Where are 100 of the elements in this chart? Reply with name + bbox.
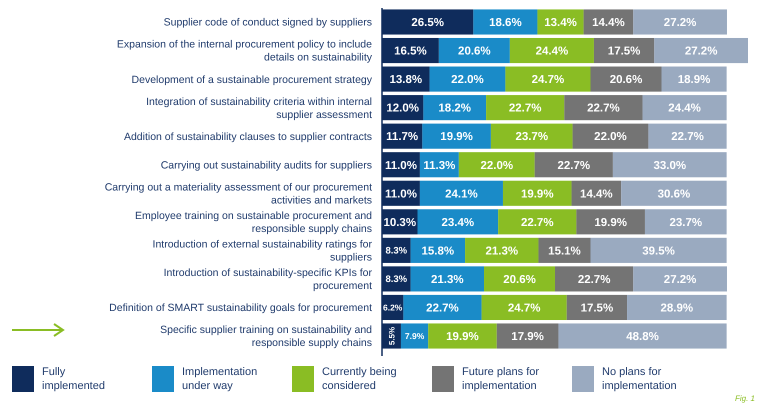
data-label: 11.0% [384,188,417,200]
y-tick-label: Supplier code of conduct signed by suppliers [164,16,372,29]
data-label: 23.4% [442,216,474,229]
data-label: 5.5% [387,326,396,346]
data-label: 7.9% [404,330,425,341]
bar [422,124,491,149]
bar [648,124,727,149]
data-label: 16.5% [394,46,427,58]
data-label: 19.9% [440,131,473,144]
y-tick-label: Employee training on sustainable procurement and responsible supply chains [135,210,372,235]
data-label: 23.7% [515,131,548,144]
data-label: 48.8% [626,331,659,344]
y-tick-label: Integration of sustainability criteria within internal supplier assessment [146,96,372,121]
data-label: 33.0% [653,160,686,172]
data-label: 24.7% [508,302,540,314]
data-label: 26.5% [411,17,444,30]
data-label: 15.8% [422,245,454,258]
caption: Fig. 1 [734,394,755,403]
y-tick-label: Addition of sustainability clauses to supplier contracts [124,130,372,143]
bar [590,238,727,263]
bar [564,95,643,120]
bar [566,294,628,320]
data-label: 21.3% [431,274,464,286]
data-label: 24.4% [536,46,568,58]
data-label: 12.0% [386,102,419,115]
bar [430,66,506,92]
data-label: 19.9% [446,331,479,344]
data-label: 6.2% [382,302,403,312]
data-label: 30.6% [658,188,690,200]
bar [420,180,503,206]
bar [612,152,727,178]
bar [428,323,497,349]
data-label: 15.1% [548,245,581,258]
y-tick-label: Specific supplier training on sustainability and responsible supply chains [160,324,372,350]
data-label: 27.2% [684,46,718,58]
y-tick-label: Carrying out sustainability audits for suppliers [160,159,372,172]
data-label: 20.6% [458,46,491,58]
data-label: 22.7% [671,131,704,144]
bar [423,95,486,120]
data-label: 17.5% [608,46,640,58]
bar [473,9,538,35]
bar [572,180,622,206]
bar [510,38,594,64]
data-label: 17.9% [511,331,544,344]
legend-label: Future plans for implementation [462,366,540,392]
data-label: 13.8% [389,74,422,86]
bar [627,294,727,320]
y-tick-label: Development of a sustainable procurement strategy [132,74,373,86]
data-label: 24.7% [532,74,564,86]
data-label: 18.6% [489,17,522,30]
data-label: 22.7% [587,102,620,115]
bar [502,180,572,206]
data-label: 23.7% [669,216,702,229]
bar [403,294,482,320]
bar [633,266,727,292]
data-label: 20.6% [503,274,536,286]
bar [644,209,727,234]
data-label: 19.9% [520,188,554,200]
bar [498,209,576,234]
data-label: 17.5% [580,302,614,314]
bar [496,323,558,349]
data-label: 27.2% [664,17,696,30]
bar [438,38,510,64]
bar [576,209,645,234]
data-label: 19.9% [594,216,627,229]
bar [661,66,727,92]
bar [410,266,484,292]
data-label: 22.7% [426,302,459,314]
data-label: 20.6% [610,74,642,86]
data-label: 21.3% [485,245,518,258]
bar [621,180,727,206]
data-label: 18.9% [678,74,710,86]
data-label: 10.3% [383,216,416,229]
bar [482,294,567,320]
bar [633,9,727,35]
data-label: 27.2% [664,274,696,286]
data-label: 13.4% [544,17,577,30]
bar [534,152,613,178]
bar [555,266,634,292]
bar [594,38,654,64]
bar [417,209,498,234]
y-tick-label: Introduction of sustainability-specific KPIs for procurement [164,267,372,292]
y-tick-label: Introduction of external sustainability ratings for suppliers [152,238,372,264]
data-label: 24.1% [445,188,478,200]
data-label: 22.7% [557,160,590,172]
data-label: 14.4% [592,17,625,30]
data-label: 22.0% [451,74,484,86]
legend-label: Currently being considered [322,366,397,392]
legend-label: No plans for implementation [602,366,677,392]
data-label: 8.3% [385,246,408,257]
bar [654,38,748,64]
y-tick-label: Definition of SMART sustainability goals for procurement [109,302,372,314]
data-label: 18.2% [438,102,472,115]
data-label: 39.5% [642,245,675,258]
bar [465,238,538,263]
bar [490,124,573,149]
data-label: 22.7% [520,216,554,229]
bar [505,66,591,92]
bar [642,95,727,120]
bar [484,266,556,292]
